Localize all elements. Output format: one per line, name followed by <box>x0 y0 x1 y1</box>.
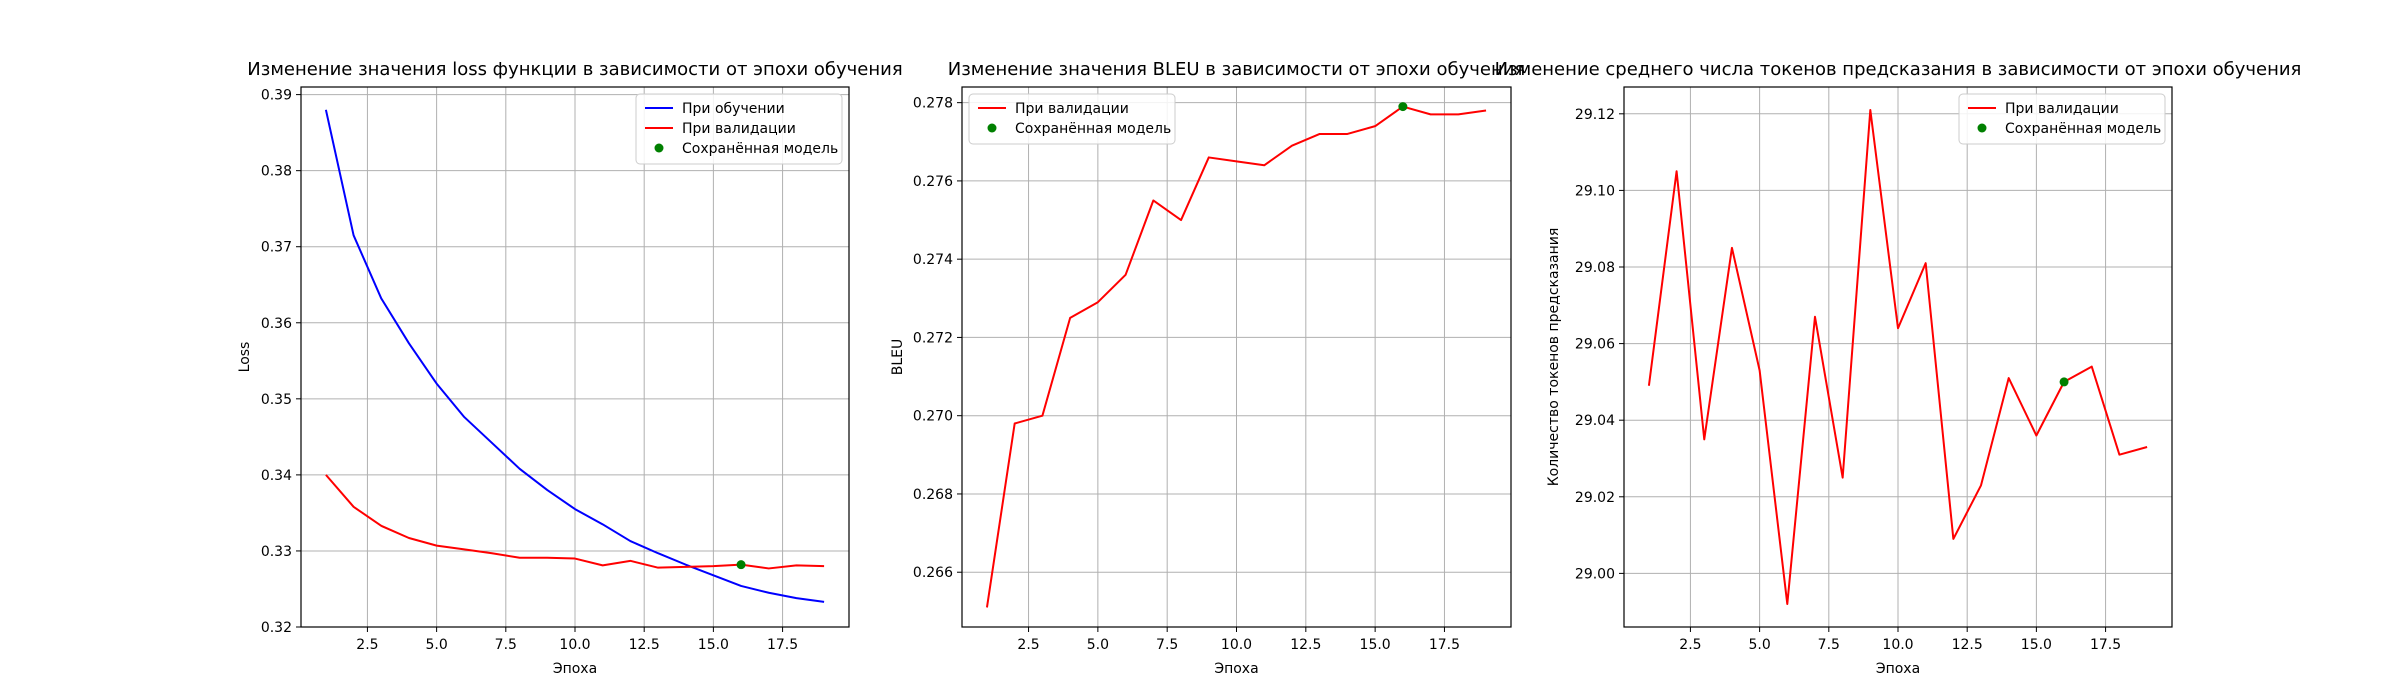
y-tick-label: 0.276 <box>913 174 953 190</box>
y-tick-label: 0.270 <box>913 409 953 425</box>
y-axis-label: Loss <box>237 342 253 373</box>
y-tick-label: 29.06 <box>1575 337 1615 353</box>
x-tick-label: 17.5 <box>1429 637 1460 653</box>
y-tick-label: 29.02 <box>1575 490 1615 506</box>
y-tick-label: 0.278 <box>913 96 953 112</box>
saved-model-point <box>1398 102 1408 112</box>
x-tick-label: 10.0 <box>1221 637 1252 653</box>
x-tick-label: 5.0 <box>1748 637 1770 653</box>
x-tick-label: 17.5 <box>767 637 798 653</box>
x-tick-label: 2.5 <box>1017 637 1039 653</box>
y-tick-label: 0.274 <box>913 252 953 268</box>
y-axis-label: Количество токенов предсказания <box>1546 228 1562 487</box>
x-tick-label: 5.0 <box>425 637 447 653</box>
x-tick-label: 5.0 <box>1087 637 1109 653</box>
x-axis-label: Эпоха <box>1876 661 1920 677</box>
y-tick-label: 0.266 <box>913 565 953 581</box>
x-tick-label: 10.0 <box>559 637 590 653</box>
chart-panel-3: 2.5 5.0 7.5 10.0 12.5 15.0 17.5 29.00 29.02 29.04… <box>1495 59 2302 677</box>
y-tick-label: 29.08 <box>1575 260 1615 276</box>
x-tick-label: 15.0 <box>2021 637 2052 653</box>
chart-panel-1: 2.5 5.0 7.5 10.0 12.5 15.0 17.5 0.32 0.33 0.34 0.3… <box>237 59 903 677</box>
y-tick-label: 0.33 <box>261 544 292 560</box>
x-tick-label: 12.5 <box>1952 637 1983 653</box>
y-axis-label: BLEU <box>890 339 906 376</box>
x-tick-label: 15.0 <box>698 637 729 653</box>
chart-title: Изменение значения BLEU в зависимости от… <box>948 59 1526 80</box>
x-tick-label: 2.5 <box>356 637 378 653</box>
y-tick-label: 0.268 <box>913 487 953 503</box>
legend-swatch-marker <box>987 123 997 133</box>
legend: При обучении При валидации Сохранённая мод… <box>635 93 843 165</box>
saved-model-point <box>736 560 746 570</box>
legend-swatch-marker <box>1977 123 1987 133</box>
series-line-1 <box>324 109 825 603</box>
x-tick-label: 2.5 <box>1679 637 1701 653</box>
legend-label: При обучении <box>682 101 785 117</box>
legend-box <box>968 93 1176 145</box>
saved-model-point <box>2059 377 2069 387</box>
x-axis-label: Эпоха <box>553 661 597 677</box>
x-tick-label: 15.0 <box>1360 637 1391 653</box>
x-tick-label: 7.5 <box>495 637 517 653</box>
y-tick-label: 0.38 <box>261 164 292 180</box>
legend-label: При валидации <box>2005 101 2119 117</box>
y-tick-label: 0.36 <box>261 316 292 332</box>
legend-label: При валидации <box>682 121 796 137</box>
y-tick-label: 0.35 <box>261 392 292 408</box>
legend: При валидации Сохранённая модель <box>968 93 1176 145</box>
x-axis-label: Эпоха <box>1214 661 1258 677</box>
chart-title: Изменение среднего числа токенов предска… <box>1495 59 2302 80</box>
x-tick-label: 12.5 <box>629 637 660 653</box>
legend-box <box>1958 93 2166 145</box>
legend-swatch-marker <box>654 143 664 153</box>
chart-title: Изменение значения loss функции в зависи… <box>247 59 902 80</box>
x-tick-label: 7.5 <box>1818 637 1840 653</box>
y-tick-label: 29.04 <box>1575 413 1615 429</box>
y-tick-label: 29.00 <box>1575 566 1615 582</box>
x-tick-label: 7.5 <box>1156 637 1178 653</box>
y-tick-label: 29.10 <box>1575 183 1615 199</box>
y-tick-label: 0.272 <box>913 330 953 346</box>
legend-label: Сохранённая модель <box>682 141 838 157</box>
legend-label: При валидации <box>1015 101 1129 117</box>
legend-label: Сохранённая модель <box>1015 121 1171 137</box>
y-tick-label: 0.34 <box>261 468 292 484</box>
legend-box <box>635 93 843 165</box>
y-tick-label: 0.32 <box>261 620 292 636</box>
x-tick-label: 12.5 <box>1290 637 1321 653</box>
chart-panel-2: 2.5 5.0 7.5 10.0 12.5 15.0 17.5 0.266 0.268 0.270… <box>890 59 1525 677</box>
legend-label: Сохранённая модель <box>2005 121 2161 137</box>
x-tick-label: 17.5 <box>2090 637 2121 653</box>
y-tick-label: 0.37 <box>261 240 292 256</box>
y-tick-label: 29.12 <box>1575 107 1615 123</box>
legend: При валидации Сохранённая модель <box>1958 93 2166 145</box>
y-tick-label: 0.39 <box>261 88 292 104</box>
x-tick-label: 10.0 <box>1882 637 1913 653</box>
